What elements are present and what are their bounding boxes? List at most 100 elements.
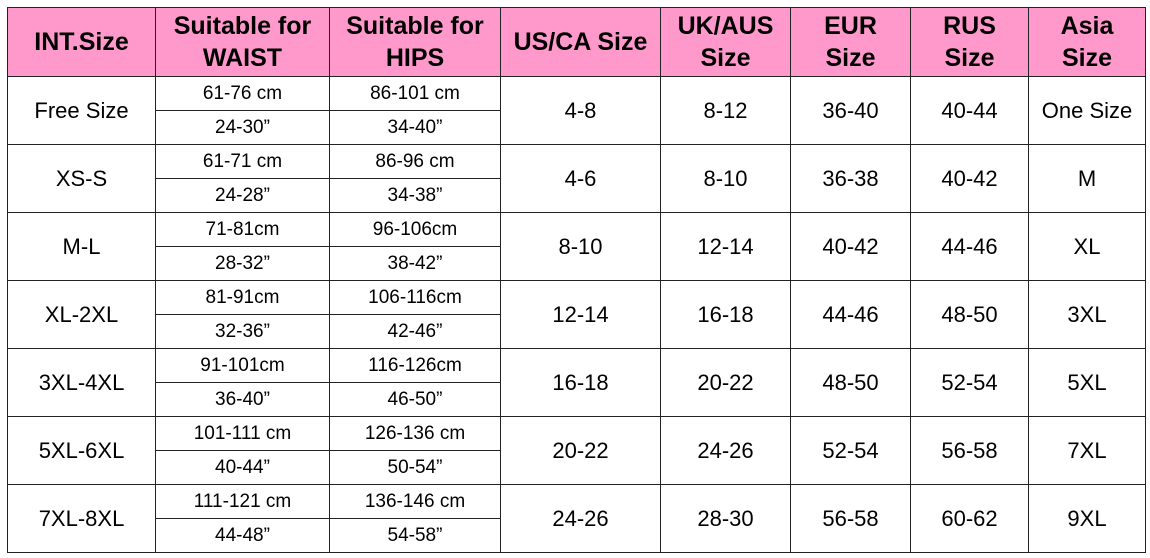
row: 28-32” 38-42” <box>8 246 1146 281</box>
row: 36-40” 46-50” <box>8 382 1146 417</box>
asia-cell: M <box>1028 144 1146 213</box>
header-cell: Suitable for HIPS <box>329 7 501 77</box>
header-cell: Asia Size <box>1028 7 1146 77</box>
header-text: UK/AUS <box>677 12 774 40</box>
us-cell: 4-8 <box>500 76 661 145</box>
us-cell: 16-18 <box>500 348 661 417</box>
asia-cell: One Size <box>1028 76 1146 145</box>
waist-in: 24-30” <box>155 110 330 145</box>
size-cell: XS-S <box>7 144 156 213</box>
rus-cell: 60-62 <box>910 484 1029 553</box>
header-cell: INT.Size <box>7 7 156 77</box>
uk-cell: 8-10 <box>660 144 791 213</box>
us-cell: 8-10 <box>500 212 661 281</box>
row: 24-30” 34-40” <box>8 110 1146 145</box>
eur-cell: 52-54 <box>790 416 911 485</box>
header-cell: EUR Size <box>790 7 911 77</box>
header-text: INT.Size <box>34 28 129 56</box>
header-text: Size <box>944 44 995 72</box>
header-cell: Suitable for WAIST <box>155 7 330 77</box>
header-text: Suitable for <box>173 12 312 40</box>
waist-in: 36-40” <box>155 382 330 417</box>
eur-cell: 40-42 <box>790 212 911 281</box>
row: 5XL-6XL 101-111 cm 126-136 cm 20-22 24-26 52-… <box>7 416 1146 485</box>
row: Free Size 61-76 cm 86-101 cm 4-8 8-12 36-40 40… <box>7 76 1146 145</box>
rus-cell: 40-44 <box>910 76 1029 145</box>
header-text: Suitable for <box>346 12 484 40</box>
asia-cell: XL <box>1028 212 1146 281</box>
row: 32-36” 42-46” <box>8 314 1146 349</box>
rus-cell: 56-58 <box>910 416 1029 485</box>
eur-cell: 44-46 <box>790 280 911 349</box>
size-table: INT.Size Suitable for WAIST Suitable for HIP… <box>7 7 1146 553</box>
header-text: Asia <box>1060 12 1114 40</box>
row: 40-44” 50-54” <box>8 450 1146 485</box>
uk-cell: 8-12 <box>660 76 791 145</box>
header-row: INT.Size Suitable for WAIST Suitable for HIP… <box>7 7 1146 77</box>
waist-cm: 111-121 cm <box>155 484 330 519</box>
hips-in: 34-40” <box>329 110 501 145</box>
asia-cell: 3XL <box>1028 280 1146 349</box>
waist-cm: 61-76 cm <box>155 76 330 111</box>
uk-cell: 16-18 <box>660 280 791 349</box>
hips-cm: 136-146 cm <box>329 484 501 519</box>
waist-in: 28-32” <box>155 246 330 281</box>
waist-in: 24-28” <box>155 178 330 213</box>
waist-cm: 81-91cm <box>155 280 330 315</box>
header-text: US/CA Size <box>513 28 648 56</box>
eur-cell: 56-58 <box>790 484 911 553</box>
hips-cm: 86-101 cm <box>329 76 501 111</box>
row: XL-2XL 81-91cm 106-116cm 12-14 16-18 44-46 48-… <box>7 280 1146 349</box>
rus-cell: 40-42 <box>910 144 1029 213</box>
size-cell: 7XL-8XL <box>7 484 156 553</box>
hips-cm: 116-126cm <box>329 348 501 383</box>
waist-cm: 101-111 cm <box>155 416 330 451</box>
us-cell: 20-22 <box>500 416 661 485</box>
rus-cell: 44-46 <box>910 212 1029 281</box>
uk-cell: 20-22 <box>660 348 791 417</box>
header-text: RUS <box>943 12 996 40</box>
table-body: Free Size 61-76 cm 86-101 cm 4-8 8-12 36-40 40… <box>7 76 1146 553</box>
us-cell: 4-6 <box>500 144 661 213</box>
size-cell: XL-2XL <box>7 280 156 349</box>
eur-cell: 48-50 <box>790 348 911 417</box>
hips-in: 50-54” <box>329 450 501 485</box>
header-text: HIPS <box>385 44 445 72</box>
header-cell: UK/AUS Size <box>660 7 791 77</box>
row: 24-28” 34-38” <box>8 178 1146 213</box>
asia-cell: 7XL <box>1028 416 1146 485</box>
uk-cell: 28-30 <box>660 484 791 553</box>
header-text: Size <box>1061 44 1113 72</box>
rus-cell: 48-50 <box>910 280 1029 349</box>
waist-cm: 61-71 cm <box>155 144 330 179</box>
row: 3XL-4XL 91-101cm 116-126cm 16-18 20-22 48-50 5… <box>7 348 1146 417</box>
header-text: Size <box>825 44 876 72</box>
eur-cell: 36-40 <box>790 76 911 145</box>
waist-in: 32-36” <box>155 314 330 349</box>
hips-in: 54-58” <box>329 518 501 553</box>
rus-cell: 52-54 <box>910 348 1029 417</box>
row: XS-S 61-71 cm 86-96 cm 4-6 8-10 36-38 40-42 M <box>7 144 1146 213</box>
size-cell: Free Size <box>7 76 156 145</box>
hips-cm: 86-96 cm <box>329 144 501 179</box>
size-cell: 3XL-4XL <box>7 348 156 417</box>
hips-in: 38-42” <box>329 246 501 281</box>
eur-cell: 36-38 <box>790 144 911 213</box>
us-cell: 12-14 <box>500 280 661 349</box>
asia-cell: 5XL <box>1028 348 1146 417</box>
hips-in: 46-50” <box>329 382 501 417</box>
hips-cm: 96-106cm <box>329 212 501 247</box>
row: 7XL-8XL 111-121 cm 136-146 cm 24-26 28-30 56-… <box>7 484 1146 553</box>
hips-cm: 106-116cm <box>329 280 501 315</box>
header-text: WAIST <box>202 44 283 72</box>
row: M-L 71-81cm 96-106cm 8-10 12-14 40-42 44-46 XL <box>7 212 1146 281</box>
hips-in: 42-46” <box>329 314 501 349</box>
header-text: Size <box>700 44 751 72</box>
uk-cell: 24-26 <box>660 416 791 485</box>
header-cell: US/CA Size <box>500 7 661 77</box>
waist-cm: 91-101cm <box>155 348 330 383</box>
size-cell: M-L <box>7 212 156 281</box>
waist-in: 40-44” <box>155 450 330 485</box>
asia-cell: 9XL <box>1028 484 1146 553</box>
header-text: EUR <box>824 12 877 40</box>
